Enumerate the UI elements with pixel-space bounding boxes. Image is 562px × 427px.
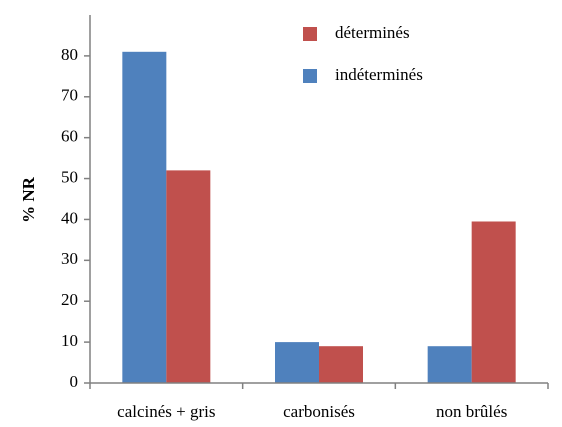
x-tick-label: non brûlés [436,402,507,421]
y-tick-label: 60 [61,127,78,146]
x-tick-label: calcinés + gris [117,402,215,421]
bar [427,346,472,383]
legend-swatch [303,27,317,41]
y-tick-label: 50 [61,167,78,186]
x-tick-label: carbonisés [283,402,355,421]
bar [166,170,211,383]
y-tick-label: 70 [61,86,78,105]
bar [319,346,363,383]
legend-label: déterminés [335,23,410,42]
y-tick-label: 10 [61,331,78,350]
bar [471,221,516,383]
legend-label: indéterminés [335,65,423,84]
y-tick-label: 0 [70,372,79,391]
bar [275,342,319,383]
legend-swatch [303,69,317,83]
y-tick-label: 30 [61,249,78,268]
y-tick-label: 20 [61,290,78,309]
bar [122,51,167,384]
y-tick-label: 80 [61,45,78,64]
y-axis-label: % NR [19,176,38,223]
y-tick-label: 40 [61,208,78,227]
